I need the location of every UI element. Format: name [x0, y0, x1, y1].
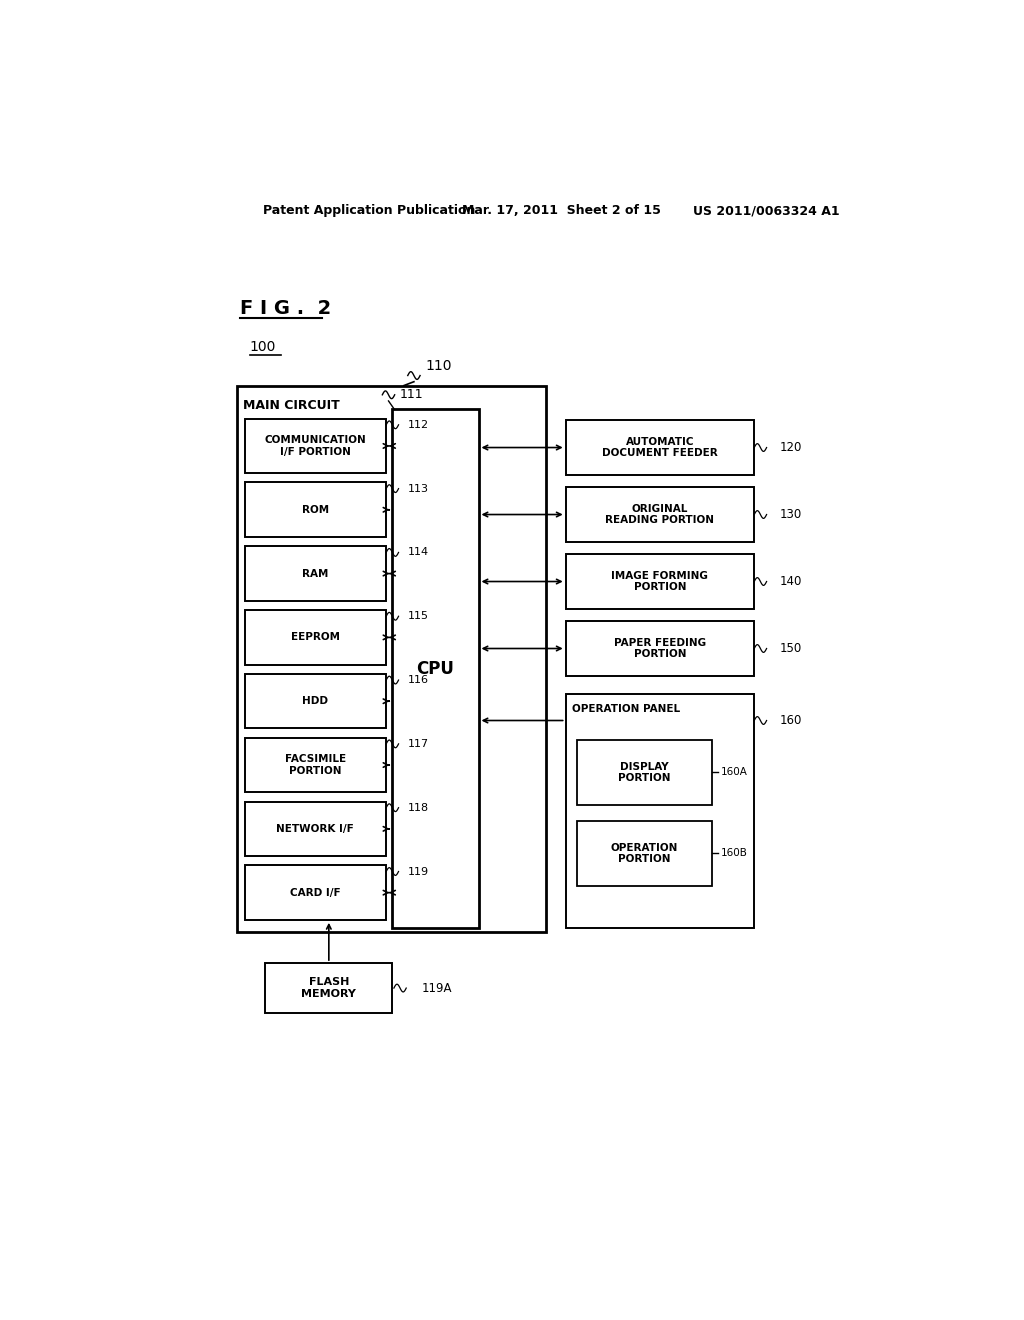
Text: IMAGE FORMING
PORTION: IMAGE FORMING PORTION — [611, 570, 709, 593]
Text: HDD: HDD — [302, 696, 329, 706]
Text: 120: 120 — [779, 441, 802, 454]
Text: 160A: 160A — [721, 767, 748, 777]
Text: ROM: ROM — [302, 504, 329, 515]
Text: NETWORK I/F: NETWORK I/F — [276, 824, 354, 834]
Bar — [565, 554, 755, 609]
Text: 140: 140 — [779, 576, 802, 587]
Text: MAIN CIRCUIT: MAIN CIRCUIT — [243, 400, 340, 412]
Text: OPERATION PANEL: OPERATION PANEL — [571, 705, 680, 714]
Bar — [245, 610, 386, 665]
Bar — [565, 420, 755, 475]
Text: 112: 112 — [408, 420, 429, 430]
Text: 130: 130 — [779, 508, 802, 521]
Text: CPU: CPU — [417, 660, 455, 677]
Text: 113: 113 — [408, 483, 429, 494]
Text: US 2011/0063324 A1: US 2011/0063324 A1 — [692, 205, 840, 218]
Text: 111: 111 — [400, 388, 424, 401]
Text: 100: 100 — [250, 341, 276, 354]
Bar — [245, 866, 386, 920]
Text: 118: 118 — [408, 803, 429, 813]
Text: 114: 114 — [408, 548, 429, 557]
Bar — [565, 693, 755, 928]
Bar — [565, 622, 755, 676]
Text: COMMUNICATION
I/F PORTION: COMMUNICATION I/F PORTION — [264, 436, 367, 457]
Text: DISPLAY
PORTION: DISPLAY PORTION — [618, 762, 671, 783]
Text: AUTOMATIC
DOCUMENT FEEDER: AUTOMATIC DOCUMENT FEEDER — [602, 437, 718, 458]
Bar — [245, 418, 386, 474]
Text: F I G .  2: F I G . 2 — [240, 300, 331, 318]
Text: 150: 150 — [779, 642, 802, 655]
Bar — [578, 821, 712, 886]
Text: 110: 110 — [425, 359, 452, 374]
Text: 160B: 160B — [721, 849, 748, 858]
Bar — [578, 739, 712, 805]
Text: RAM: RAM — [302, 569, 329, 578]
Bar — [237, 385, 547, 932]
Bar — [265, 964, 392, 1014]
Text: Patent Application Publication: Patent Application Publication — [263, 205, 475, 218]
Bar — [245, 675, 386, 729]
Bar — [392, 409, 478, 928]
Text: FLASH
MEMORY: FLASH MEMORY — [301, 977, 356, 999]
Bar — [245, 801, 386, 857]
Text: 119: 119 — [408, 866, 429, 876]
Text: OPERATION
PORTION: OPERATION PORTION — [611, 842, 678, 865]
Text: 119A: 119A — [422, 982, 453, 994]
Text: EEPROM: EEPROM — [291, 632, 340, 643]
Text: 160: 160 — [779, 714, 802, 727]
Bar — [245, 738, 386, 792]
Text: Mar. 17, 2011  Sheet 2 of 15: Mar. 17, 2011 Sheet 2 of 15 — [462, 205, 660, 218]
Text: FACSIMILE
PORTION: FACSIMILE PORTION — [285, 754, 346, 776]
Text: 117: 117 — [408, 739, 429, 748]
Text: ORIGINAL
READING PORTION: ORIGINAL READING PORTION — [605, 504, 715, 525]
Bar — [565, 487, 755, 543]
Text: CARD I/F: CARD I/F — [290, 887, 341, 898]
Text: PAPER FEEDING
PORTION: PAPER FEEDING PORTION — [613, 638, 706, 659]
Text: 116: 116 — [408, 675, 429, 685]
Bar — [245, 483, 386, 537]
Text: 115: 115 — [408, 611, 429, 622]
Bar — [245, 546, 386, 601]
